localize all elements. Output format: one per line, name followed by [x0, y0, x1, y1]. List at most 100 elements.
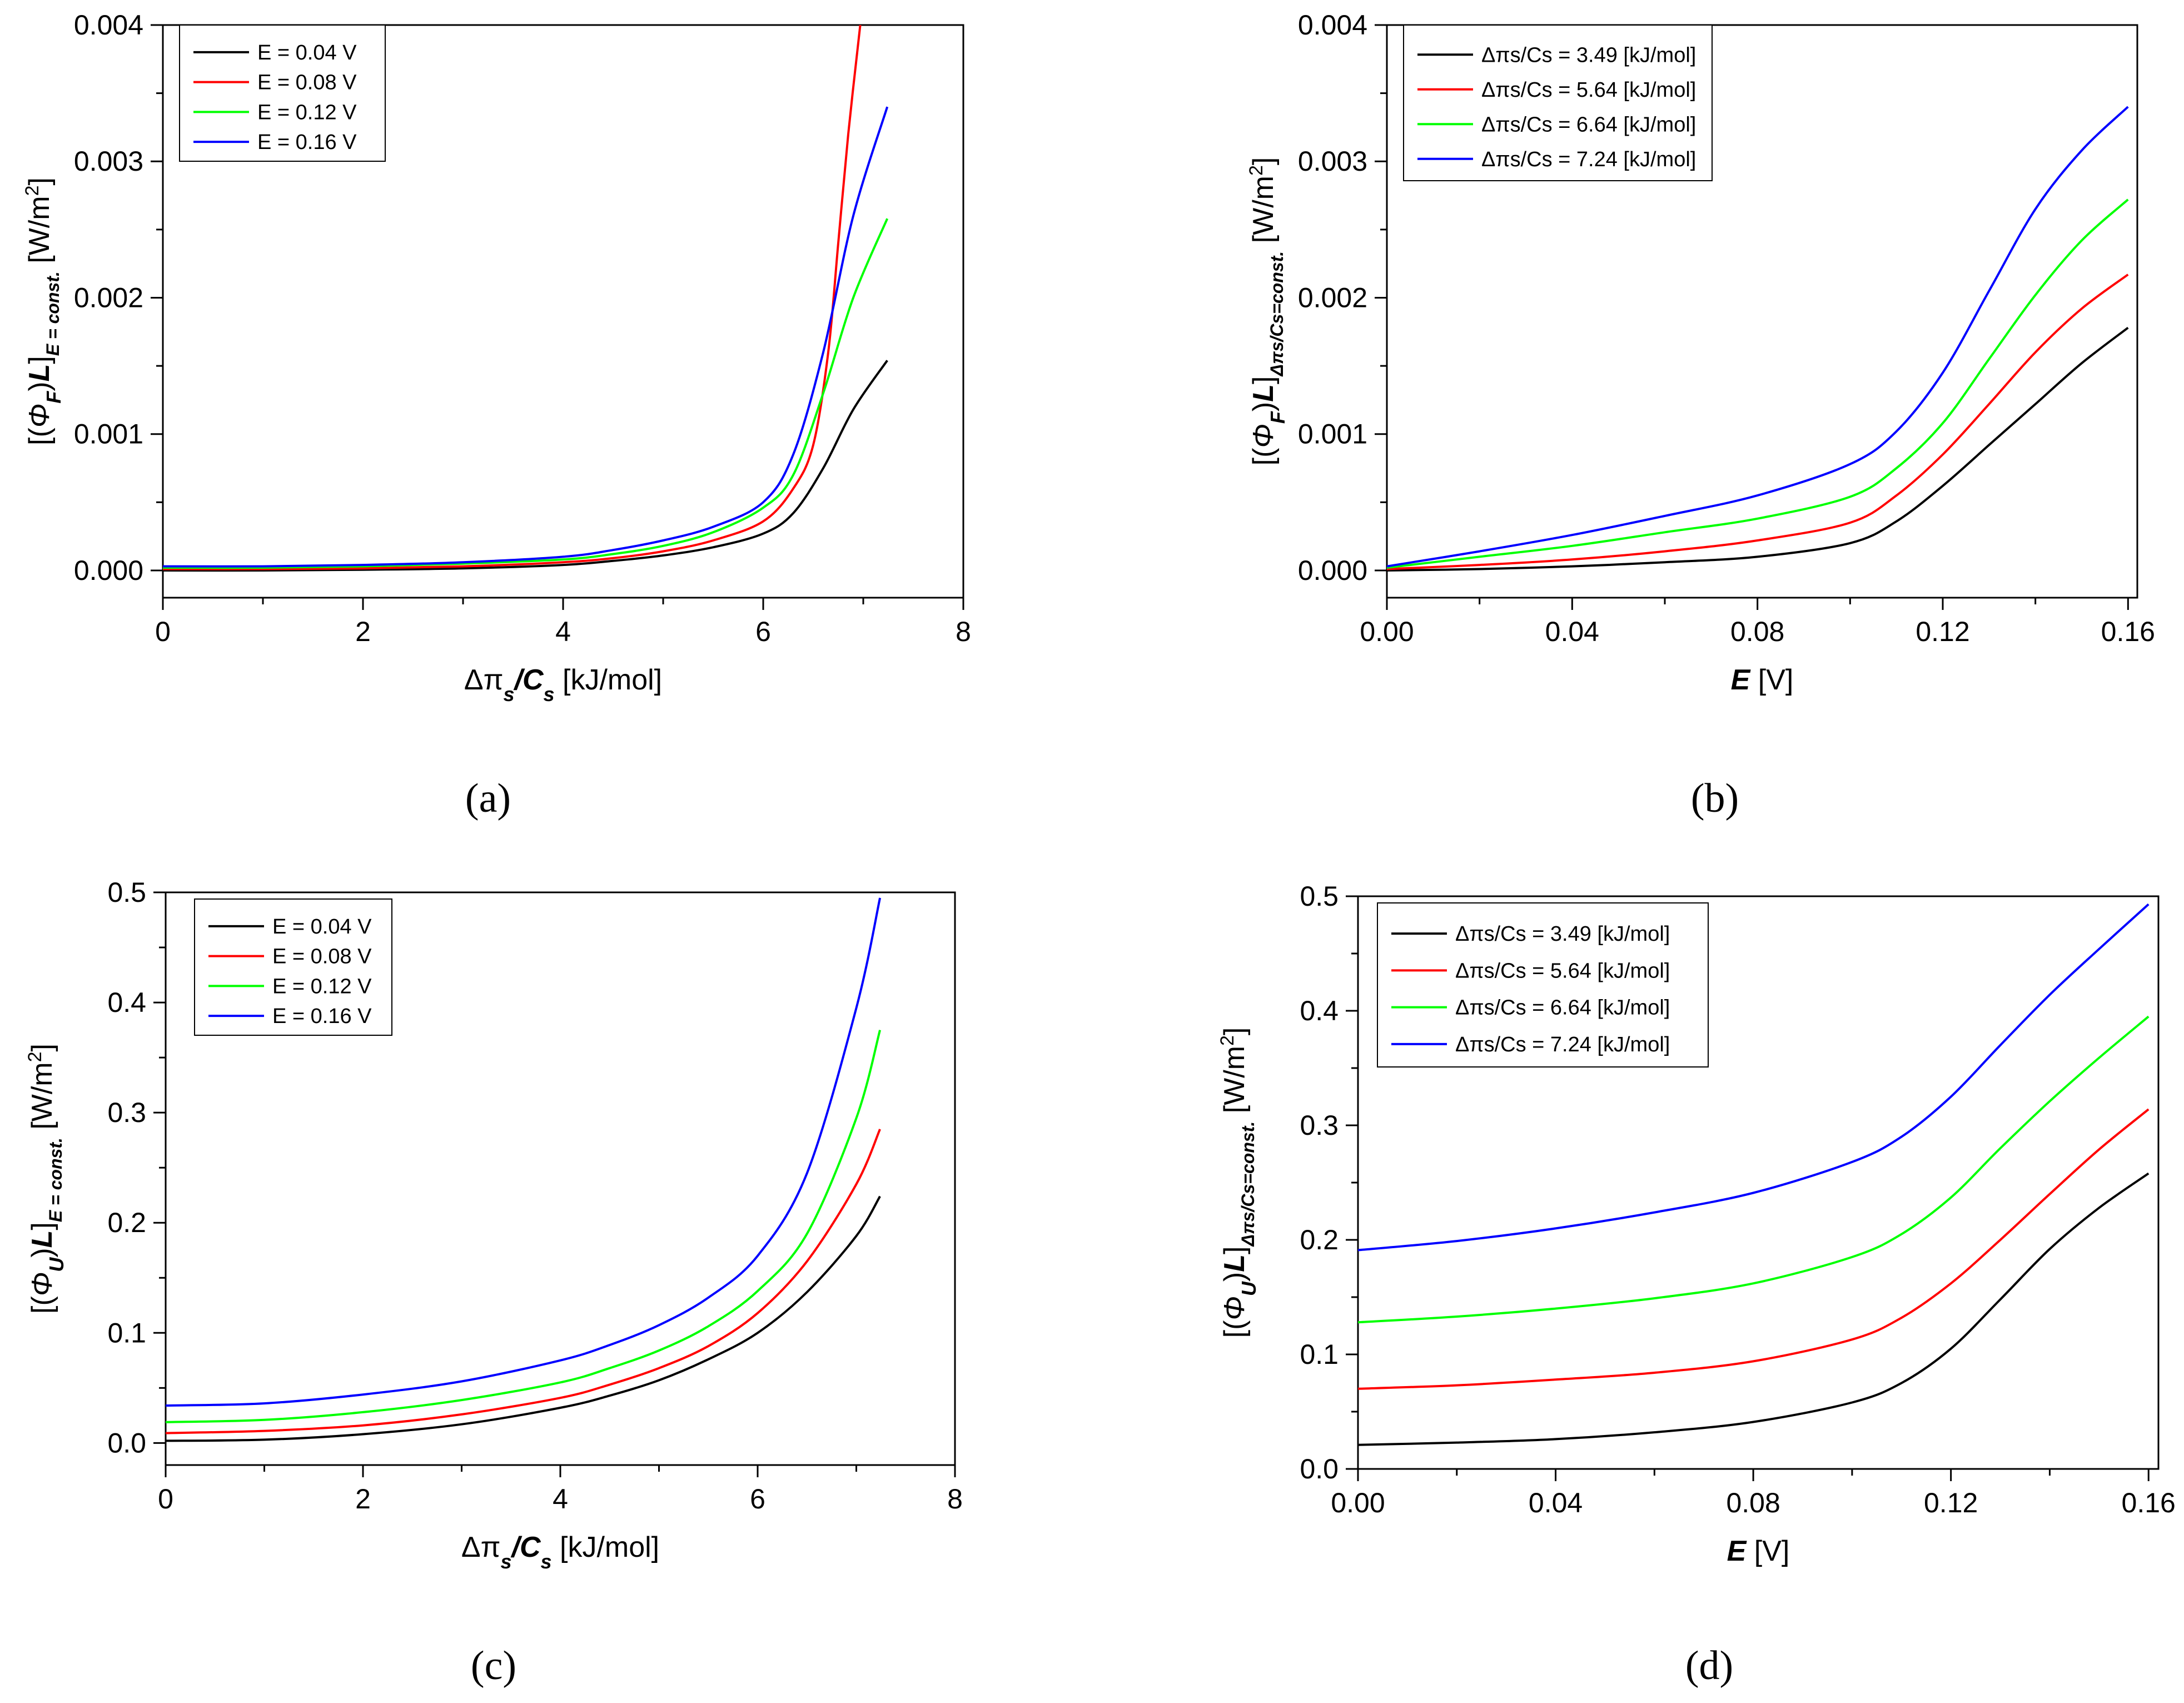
y-label-unit: [W/m [1247, 176, 1280, 251]
y-label-exp: 2 [1246, 165, 1267, 176]
y-label-exp: 2 [24, 1051, 46, 1062]
y-tick-label: 0.0 [107, 1427, 146, 1458]
series-line [1387, 106, 2129, 568]
legend-label: Δπs/Cs = 6.64 [kJ/mol] [1481, 113, 1696, 136]
panel-caption: (b) [1691, 776, 1739, 821]
legend-label: Δπs/Cs = 7.24 [kJ/mol] [1481, 148, 1696, 171]
x-label-symbol: E [1731, 664, 1751, 696]
y-tick-label: 0.1 [1300, 1339, 1339, 1370]
y-tick-label: 0.003 [74, 146, 143, 177]
y-label-symsub: U [45, 1257, 68, 1272]
y-label-close-paren: ) [26, 1248, 58, 1257]
y-label-symsub: U [1237, 1281, 1260, 1296]
x-tick-label: 8 [947, 1483, 963, 1515]
legend-label: Δπs/Cs = 6.64 [kJ/mol] [1455, 996, 1670, 1020]
x-tick-label: 0.16 [2101, 616, 2155, 647]
x-tick-label: 0.00 [1360, 616, 1414, 647]
x-tick-label: 4 [553, 1483, 568, 1515]
y-tick-label: 0.5 [1300, 881, 1339, 912]
legend-label: Δπs/Cs = 7.24 [kJ/mol] [1455, 1033, 1670, 1056]
y-tick-label: 0.003 [1298, 146, 1367, 177]
x-axis-label: E [V] [1727, 1535, 1790, 1567]
y-tick-label: 0.001 [74, 419, 143, 450]
series-line [1358, 1108, 2150, 1390]
legend-label: Δπs/Cs = 3.49 [kJ/mol] [1481, 43, 1696, 67]
legend-label: E = 0.04 V [257, 41, 357, 64]
x-axis-label: E [V] [1731, 664, 1794, 696]
x-label-unit: [kJ/mol] [552, 1531, 660, 1563]
legend-label: Δπs/Cs = 3.49 [kJ/mol] [1455, 922, 1670, 946]
legend-box [194, 898, 392, 1036]
y-label-exp: 2 [22, 185, 43, 196]
y-label-close: ] [1247, 157, 1280, 165]
y-label-open: [( [1218, 1320, 1251, 1338]
series-line [163, 360, 888, 572]
y-label-bracket: ] [1247, 376, 1280, 384]
y-label-symbol: Φ [1218, 1296, 1251, 1320]
series-line [163, 106, 889, 568]
x-tick-label: 0.08 [1726, 1487, 1780, 1518]
y-label-unit: [W/m [1218, 1046, 1251, 1121]
x-tick-label: 0 [158, 1483, 173, 1515]
y-label-L: L [26, 1230, 58, 1248]
y-label-close-paren: ) [1247, 402, 1280, 411]
y-label-L: L [23, 364, 56, 382]
x-tick-label: 0.00 [1331, 1487, 1385, 1518]
x-tick-label: 0.04 [1529, 1487, 1583, 1518]
legend-label: Δπs/Cs = 5.64 [kJ/mol] [1481, 78, 1696, 102]
legend-label: E = 0.16 V [257, 131, 357, 154]
series-line [166, 897, 882, 1407]
y-tick-label: 0.004 [1298, 9, 1367, 41]
x-label-unit: [kJ/mol] [555, 664, 663, 696]
series-line [1387, 274, 2129, 570]
x-tick-label: 2 [355, 616, 371, 647]
x-label-over: /C [511, 1531, 541, 1563]
y-label-close-paren: ) [23, 381, 56, 391]
x-tick-label: 0.08 [1730, 616, 1784, 647]
y-label-sub: E = const. [46, 1138, 66, 1222]
y-tick-label: 0.5 [107, 877, 146, 908]
panel-d: 0.00 0.04 0.08 0.12 0.16 0.0 0.1 0.2 0.3 0.4 0.5 Δπ… [1217, 881, 2176, 1689]
x-label-symbol: Δπ [461, 1531, 501, 1563]
panel-a: 0 2 4 6 8 0.000 0.001 0.002 0.003 0.004 E = 0.04 V… [22, 9, 971, 821]
panel-b: 0.00 0.04 0.08 0.12 0.16 0.000 0.001 0.002 0.003… [1246, 9, 2155, 821]
x-tick-label: 0.12 [1916, 616, 1969, 647]
series-line [166, 1195, 881, 1442]
series-line [1358, 1172, 2150, 1446]
series-line [1387, 198, 2129, 569]
legend-box [1377, 902, 1709, 1068]
y-label-close-paren: ) [1218, 1272, 1251, 1282]
y-label-sub: E = const. [43, 271, 63, 356]
y-tick-label: 0.000 [1298, 555, 1367, 586]
x-label-unit: [V] [1746, 1535, 1789, 1567]
series-line [166, 1030, 882, 1423]
y-label-sub: Δπs/Cs=const. [1267, 251, 1287, 377]
legend-label: E = 0.08 V [257, 71, 357, 95]
y-tick-label: 0.000 [74, 555, 143, 586]
legend-label: E = 0.12 V [272, 975, 372, 998]
y-label-sub: Δπs/Cs=const. [1238, 1121, 1258, 1247]
y-label-L: L [1218, 1254, 1251, 1272]
panel-caption: (a) [465, 776, 511, 821]
x-axis-label: Δπs/Cs [kJ/mol] [464, 664, 662, 706]
x-tick-label: 2 [355, 1483, 371, 1515]
y-label-bracket: ] [23, 356, 56, 364]
legend-label: E = 0.08 V [272, 945, 372, 969]
y-tick-label: 0.2 [107, 1207, 146, 1238]
legend-label: E = 0.16 V [272, 1005, 372, 1028]
x-tick-label: 0.04 [1545, 616, 1599, 647]
y-tick-label: 0.002 [74, 282, 143, 313]
x-tick-label: 0.16 [2122, 1487, 2176, 1518]
y-label-unit: [W/m [23, 196, 56, 271]
y-label-close: ] [26, 1044, 58, 1051]
x-label-sub: s [500, 1550, 511, 1573]
x-label-unit: [V] [1750, 664, 1793, 696]
y-label-unit: [W/m [26, 1062, 58, 1138]
y-tick-label: 0.002 [1298, 282, 1367, 313]
y-axis-label: [(ΦU)L]E = const. [W/m2] [24, 1044, 68, 1314]
x-tick-label: 8 [956, 616, 971, 647]
y-label-close: ] [23, 177, 56, 185]
y-label-symsub: F [42, 391, 65, 404]
y-label-open: [( [23, 428, 56, 445]
